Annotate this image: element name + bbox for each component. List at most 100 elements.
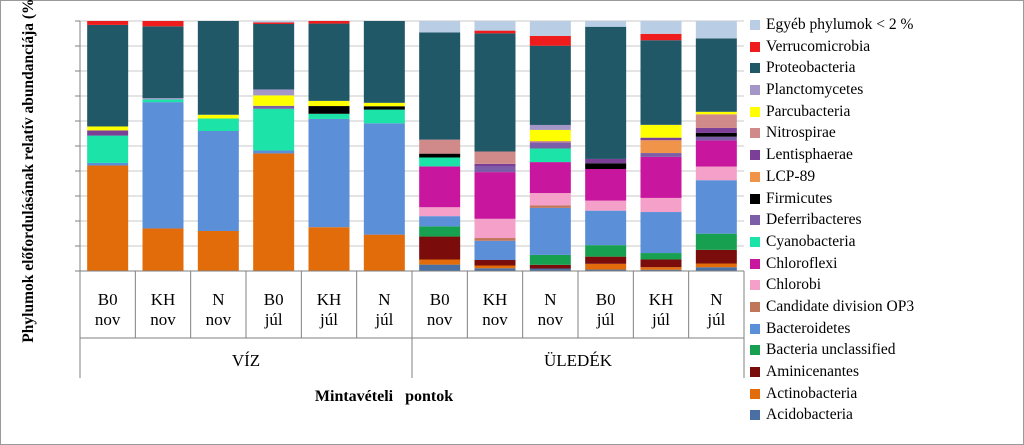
bar-segment (695, 263, 737, 268)
bar-segment (419, 157, 461, 167)
legend: Egyéb phylumok < 2 % Verrucomicrobia Prote… (750, 14, 1018, 426)
bar-segment (585, 200, 627, 211)
bar-segment (585, 168, 627, 201)
legend-swatch (750, 410, 760, 421)
bar-segment (474, 240, 516, 261)
category-month-label: júl (706, 310, 725, 329)
bar-segment (253, 108, 295, 151)
bar-segment (474, 163, 516, 167)
bar-segment (253, 22, 295, 24)
legend-swatch (750, 150, 760, 161)
bar-segment (197, 114, 239, 119)
bar-segment (474, 30, 516, 34)
category-site-label: N (212, 290, 224, 309)
legend-item: Cyanobacteria (750, 231, 1018, 253)
bar-segment (640, 137, 682, 141)
legend-label: Bacteroidetes (766, 319, 851, 337)
category-month-label: nov (427, 310, 453, 329)
bar-segment (87, 130, 129, 136)
bar-segment (529, 148, 571, 163)
bar-segment (529, 141, 571, 143)
bar-segment (585, 210, 627, 246)
bar-segment (695, 127, 737, 133)
bar-segment (529, 162, 571, 194)
bar-segment (585, 26, 627, 159)
bar-segment (419, 166, 461, 208)
legend-label: Acidobacteria (766, 406, 853, 424)
category-month-label: nov (482, 310, 508, 329)
bar-segment (695, 249, 737, 264)
bar-segment (640, 269, 682, 271)
bar-segment (529, 35, 571, 46)
axes (75, 20, 745, 378)
bar-segment (474, 260, 516, 266)
bar-segment (253, 21, 295, 23)
bar-segment (529, 205, 571, 208)
bar-segment (419, 259, 461, 265)
bar-segment (474, 33, 516, 152)
bar-segment (640, 197, 682, 213)
legend-swatch (750, 258, 760, 269)
bar-segment (419, 153, 461, 158)
category-site-label: KH (649, 290, 674, 309)
bar-segment (695, 136, 737, 141)
category-month-label: júl (319, 310, 338, 329)
legend-item: Parcubacteria (750, 101, 1018, 123)
legend-label: Candidate division OP3 (766, 297, 915, 315)
legend-label: Planctomycetes (766, 81, 864, 99)
bar-segment (640, 40, 682, 125)
bar-segment (419, 216, 461, 227)
bar-segment (197, 21, 239, 115)
category-site-label: KH (483, 290, 508, 309)
legend-swatch (750, 85, 760, 96)
bar-segment (419, 226, 461, 237)
category-site-label: N (710, 290, 722, 309)
bar-segment (363, 106, 405, 110)
category-site-label: KH (151, 290, 176, 309)
bar-segment (474, 172, 516, 219)
category-month-label: nov (538, 310, 564, 329)
bar-segment (308, 21, 350, 24)
category-site-label: B0 (98, 290, 118, 309)
bar-segment (529, 254, 571, 265)
bar-segment (474, 166, 516, 173)
category-month-label: júl (264, 310, 283, 329)
bar-segment (87, 21, 129, 25)
bar-segment (585, 263, 627, 270)
bar-segment (529, 129, 571, 142)
bar-segment (142, 102, 184, 229)
legend-item: Lentisphaerae (750, 144, 1018, 166)
legend-swatch (750, 280, 760, 291)
legend-label: Lentisphaerae (766, 146, 853, 164)
legend-swatch (750, 63, 760, 74)
category-site-label: B0 (430, 290, 450, 309)
bar-segment (474, 21, 516, 31)
category-month-label: júl (374, 310, 393, 329)
bar-segment (419, 21, 461, 33)
bar-segment (419, 236, 461, 260)
bar-segment (308, 106, 350, 114)
bar-segment (363, 123, 405, 235)
bar-segment (253, 95, 295, 106)
legend-label: Actinobacteria (766, 384, 858, 402)
bar-segment (363, 109, 405, 124)
bar-segment (142, 228, 184, 271)
bar-segment (640, 21, 682, 34)
bar-segment (585, 269, 627, 271)
legend-swatch (750, 20, 760, 30)
bar-segment (363, 21, 405, 103)
legend-swatch (750, 215, 760, 226)
bar-segment (585, 163, 627, 169)
legend-label: Egyéb phylumok < 2 % (766, 16, 914, 33)
bar-segment (585, 21, 627, 27)
legend-item: Bacteria unclassified (750, 339, 1018, 361)
category-site-label: N (544, 290, 556, 309)
legend-item: Acidobacteria (750, 404, 1018, 426)
category-site-label: N (378, 290, 390, 309)
bar-segment (640, 153, 682, 157)
bar-segment (474, 218, 516, 239)
bar-segment (695, 233, 737, 250)
bar-segment (695, 38, 737, 112)
legend-item: Aminicenantes (750, 361, 1018, 383)
legend-item: Bacteroidetes (750, 318, 1018, 340)
